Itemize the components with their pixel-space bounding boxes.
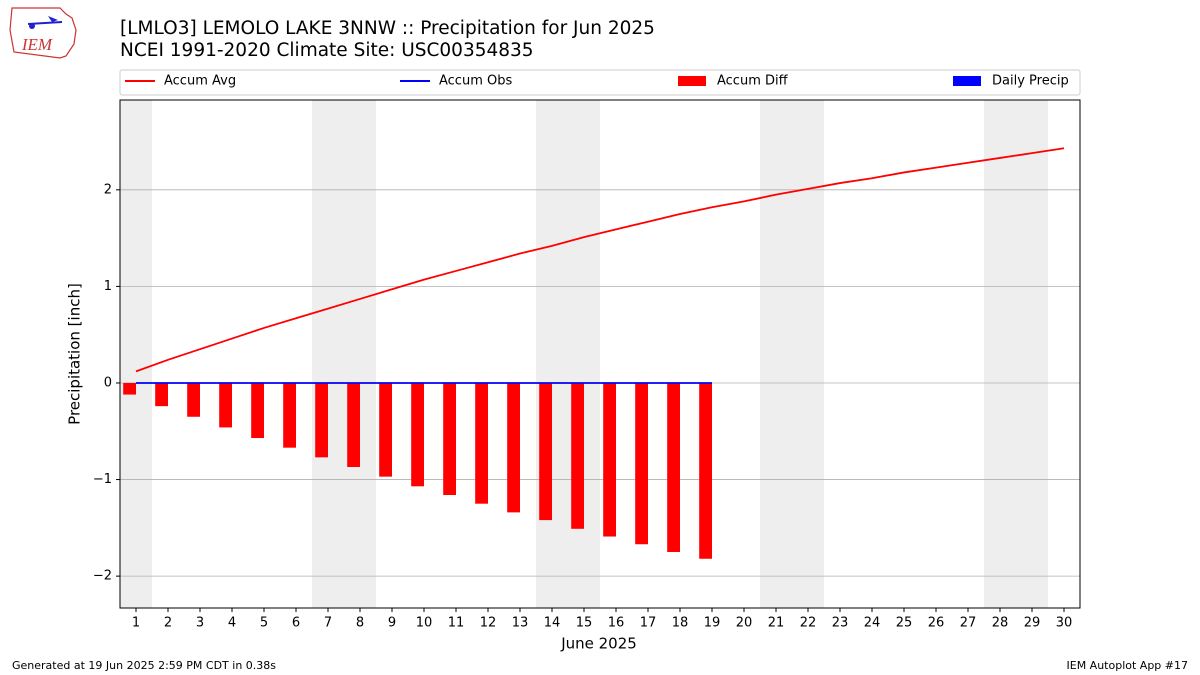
x-tick-label: 24	[864, 616, 881, 631]
bar	[283, 382, 296, 448]
y-tick-label: −2	[93, 569, 112, 584]
x-tick-label: 11	[448, 616, 465, 631]
y-tick-label: −1	[93, 472, 112, 487]
legend-label: Accum Obs	[439, 74, 512, 89]
logo-text: IEM	[21, 35, 53, 54]
y-tick-label: 0	[104, 375, 112, 390]
weekend-band	[568, 100, 600, 608]
bar	[251, 382, 264, 439]
footer-left: Generated at 19 Jun 2025 2:59 PM CDT in …	[12, 659, 276, 672]
x-tick-label: 7	[324, 616, 332, 631]
x-tick-label: 20	[736, 616, 753, 631]
x-tick-label: 16	[608, 616, 625, 631]
legend-swatch	[953, 76, 981, 86]
x-tick-label: 17	[640, 616, 657, 631]
footer-right: IEM Autoplot App #17	[1067, 659, 1189, 672]
logo: IEM	[9, 7, 77, 59]
x-tick-label: 1	[132, 616, 140, 631]
x-tick-label: 13	[512, 616, 529, 631]
bar	[411, 382, 424, 487]
x-tick-label: 2	[164, 616, 172, 631]
x-tick-label: 4	[228, 616, 236, 631]
legend-label: Accum Avg	[164, 74, 236, 89]
bar	[155, 382, 168, 407]
bar	[123, 382, 136, 395]
bar	[379, 382, 392, 477]
x-tick-label: 9	[388, 616, 396, 631]
x-tick-label: 26	[928, 616, 945, 631]
legend-box	[119, 69, 1081, 96]
x-tick-label: 23	[832, 616, 849, 631]
x-tick-label: 3	[196, 616, 204, 631]
x-tick-label: 22	[800, 616, 817, 631]
x-tick-label: 15	[576, 616, 593, 631]
x-tick-label: 10	[416, 616, 433, 631]
x-tick-label: 18	[672, 616, 689, 631]
y-tick-label: 2	[104, 182, 112, 197]
y-tick-label: 1	[104, 279, 112, 294]
bar	[347, 382, 360, 467]
weekend-band	[120, 100, 152, 608]
bar	[187, 382, 200, 417]
y-axis-label: Precipitation [inch]	[66, 283, 84, 425]
x-tick-label: 30	[1056, 616, 1073, 631]
logo-outline	[9, 7, 77, 59]
bar	[603, 382, 616, 537]
logo-flag	[48, 16, 58, 22]
bar	[507, 382, 520, 513]
x-tick-label: 14	[544, 616, 561, 631]
x-tick-label: 6	[292, 616, 300, 631]
x-tick-label: 19	[704, 616, 721, 631]
legend-swatch	[678, 76, 706, 86]
x-tick-label: 29	[1024, 616, 1041, 631]
bar	[635, 382, 648, 545]
x-tick-label: 25	[896, 616, 913, 631]
x-tick-label: 8	[356, 616, 364, 631]
weekend-band	[760, 100, 792, 608]
bar	[219, 382, 232, 428]
plot-frame	[119, 99, 1081, 609]
weekend-band	[312, 100, 344, 608]
bar	[571, 382, 584, 529]
bar	[475, 382, 488, 504]
logo-dot	[29, 23, 35, 29]
weekend-band	[984, 100, 1016, 608]
x-tick-label: 12	[480, 616, 497, 631]
weekend-band	[344, 100, 376, 608]
legend-label: Daily Precip	[992, 74, 1069, 89]
weekend-band	[1016, 100, 1048, 608]
chart-subtitle: NCEI 1991-2020 Climate Site: USC00354835	[120, 40, 534, 61]
bar	[699, 382, 712, 559]
line	[135, 147, 1065, 373]
x-axis-label: June 2025	[560, 635, 637, 653]
chart-title: [LMLO3] LEMOLO LAKE 3NNW :: Precipitatio…	[120, 18, 655, 39]
bar	[667, 382, 680, 552]
weekend-band	[792, 100, 824, 608]
x-tick-label: 28	[992, 616, 1009, 631]
x-tick-label: 5	[260, 616, 268, 631]
legend-label: Accum Diff	[717, 74, 789, 89]
bar	[443, 382, 456, 496]
weekend-band	[536, 100, 568, 608]
bar	[315, 382, 328, 458]
x-tick-label: 27	[960, 616, 977, 631]
x-tick-label: 21	[768, 616, 785, 631]
bar	[539, 382, 552, 521]
